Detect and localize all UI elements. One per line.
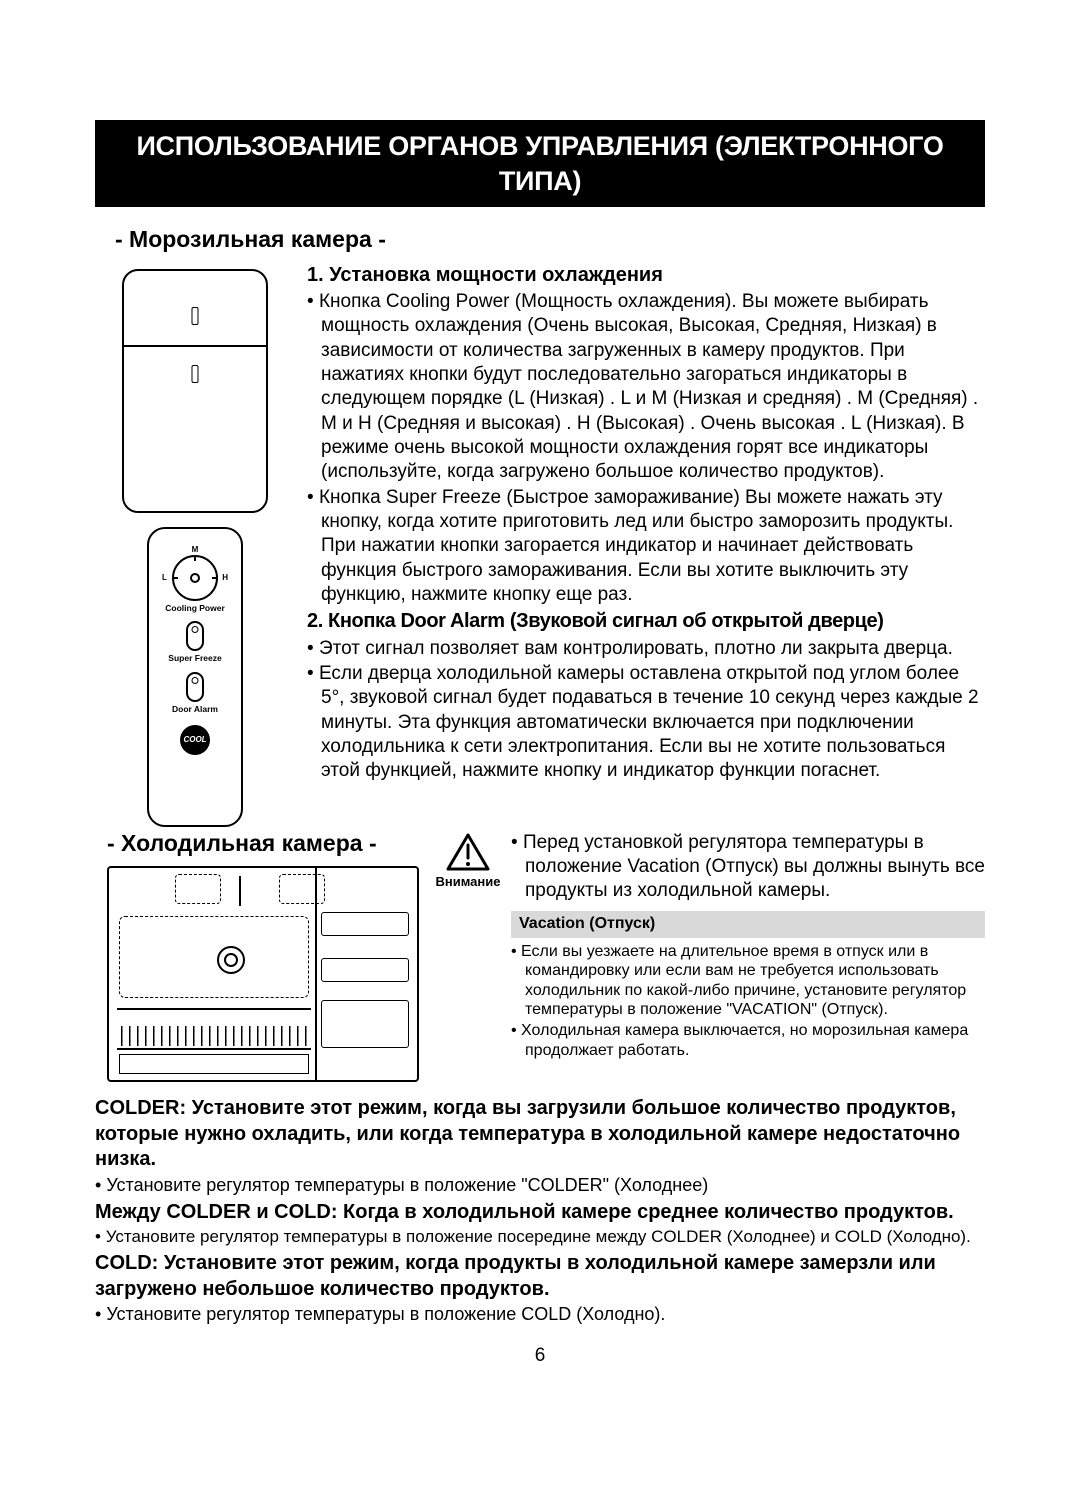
warning-text: Перед установкой регулятора температуры … [511, 831, 985, 904]
fridge-header-row: - Холодильная камера - Внимание Перед ус… [95, 827, 985, 1082]
freezer-section-title: - Морозильная камера - [115, 225, 985, 254]
fridge-section-title: - Холодильная камера - [107, 829, 425, 858]
dial-l-label: L [162, 572, 167, 582]
warning-triangle-icon [446, 833, 490, 871]
super-freeze-button-icon [186, 621, 204, 651]
cold-heading: COLD: Установите этот режим, когда проду… [95, 1251, 985, 1302]
fridge-outline-icon [122, 269, 268, 513]
freezer-subheading-2: 2. Кнопка Door Alarm (Звуковой сигнал об… [307, 609, 985, 635]
dial-h-label: H [222, 572, 228, 582]
freezer-subheading-1: 1. Установка мощности охлаждения [307, 263, 985, 289]
fridge-right-col: Перед установкой регулятора температуры … [511, 827, 985, 1062]
super-freeze-label: Super Freeze [149, 653, 241, 664]
cooling-power-dial-icon: M L H [172, 555, 218, 601]
cooling-power-label: Cooling Power [149, 603, 241, 614]
vacation-heading: Vacation (Отпуск) [511, 911, 985, 937]
cool-badge-icon: COOL [180, 725, 210, 755]
freezer-bullet-2a: Этот сигнал позволяет вам контролировать… [307, 637, 985, 661]
freezer-text: 1. Установка мощности охлаждения Кнопка … [295, 261, 985, 827]
colder-heading: COLDER: Установите этот режим, когда вы … [95, 1096, 985, 1173]
warning-block: Внимание [431, 827, 505, 891]
freezer-bullet-2b: Если дверца холодильной камеры оставлена… [307, 662, 985, 784]
freezer-illustrations: M L H Cooling Power Super Freeze Door Al… [95, 261, 295, 827]
cold-bullet: • Установите регулятор температуры в пол… [95, 1303, 985, 1326]
door-alarm-button-icon [186, 672, 204, 702]
bottom-settings: COLDER: Установите этот режим, когда вы … [95, 1096, 985, 1326]
control-panel-icon: M L H Cooling Power Super Freeze Door Al… [147, 527, 243, 827]
freezer-bullet-1a: Кнопка Cooling Power (Мощность охлаждени… [307, 290, 985, 485]
mid-heading: Между COLDER и COLD: Когда в холодильной… [95, 1200, 985, 1226]
dial-m-label: M [192, 545, 199, 555]
vacation-bullet-1: Если вы уезжаете на длительное время в о… [511, 942, 985, 1020]
page-number: 6 [95, 1344, 985, 1368]
colder-bullet: • Установите регулятор температуры в пол… [95, 1174, 985, 1197]
freezer-bullet-1b: Кнопка Super Freeze (Быстрое замораживан… [307, 486, 985, 608]
door-alarm-label: Door Alarm [149, 704, 241, 715]
freezer-row: M L H Cooling Power Super Freeze Door Al… [95, 261, 985, 827]
warning-label: Внимание [431, 874, 505, 891]
vacation-bullet-2: Холодильная камера выключается, но мороз… [511, 1021, 985, 1060]
mid-bullet: • Установите регулятор температуры в пол… [95, 1226, 985, 1248]
fridge-interior-diagram-icon [107, 866, 419, 1082]
page-banner: ИСПОЛЬЗОВАНИЕ ОРГАНОВ УПРАВЛЕНИЯ (ЭЛЕКТР… [95, 120, 985, 207]
